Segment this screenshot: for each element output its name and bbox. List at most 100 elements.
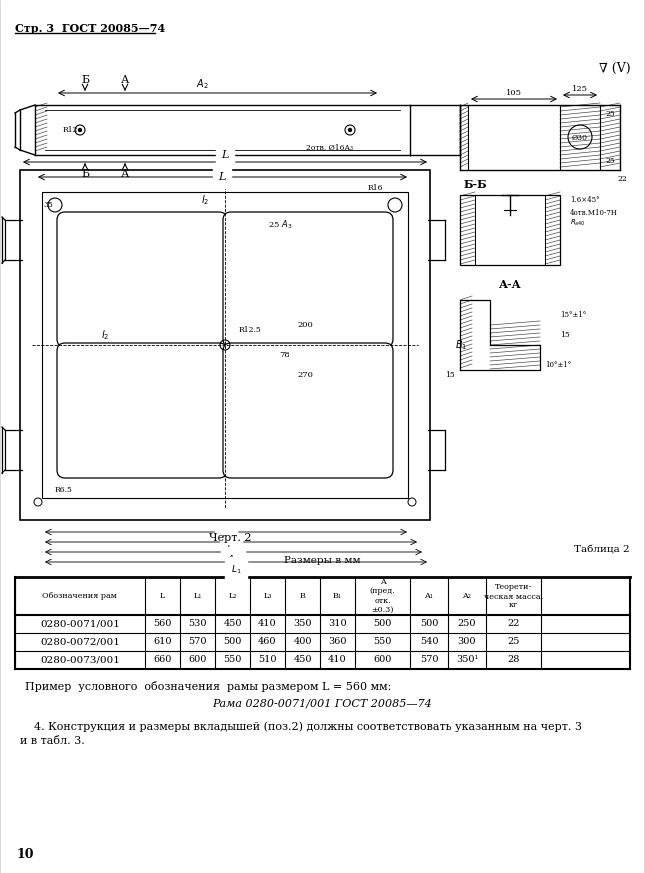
Text: 35: 35 — [43, 201, 53, 209]
Text: 410: 410 — [328, 656, 347, 664]
Text: Рама 0280-0071/001 ГОСТ 20085—74: Рама 0280-0071/001 ГОСТ 20085—74 — [212, 698, 432, 708]
Text: 350: 350 — [293, 620, 312, 629]
Text: 530: 530 — [188, 620, 207, 629]
Text: 300: 300 — [458, 637, 476, 647]
Text: L: L — [218, 172, 226, 182]
Text: R16: R16 — [367, 184, 382, 192]
Text: Б: Б — [81, 169, 89, 179]
Text: $B_1$: $B_1$ — [455, 338, 467, 352]
Text: L: L — [221, 150, 229, 160]
Text: 0280-0071/001: 0280-0071/001 — [40, 620, 120, 629]
Text: 25 $A_3$: 25 $A_3$ — [268, 219, 292, 231]
Text: 500: 500 — [420, 620, 438, 629]
Text: 22: 22 — [617, 175, 627, 183]
Text: 28: 28 — [508, 656, 520, 664]
Text: L: L — [160, 592, 165, 600]
Bar — [460, 195, 560, 265]
Text: 660: 660 — [154, 656, 172, 664]
Text: $l_2$: $l_2$ — [101, 328, 109, 342]
Text: $L_1$: $L_1$ — [231, 563, 241, 575]
Text: 10: 10 — [16, 849, 34, 862]
Text: 550: 550 — [223, 656, 242, 664]
Text: 25: 25 — [605, 110, 615, 118]
Text: 22: 22 — [507, 620, 520, 629]
FancyBboxPatch shape — [223, 212, 393, 347]
Text: $A_2$: $A_2$ — [195, 77, 208, 91]
Text: $L_3$: $L_3$ — [226, 543, 236, 555]
FancyBboxPatch shape — [57, 212, 227, 347]
Text: B₁: B₁ — [333, 592, 342, 600]
Text: 4. Конструкция и размеры вкладышей (поз.2) должны соответствовать указанным на ч: 4. Конструкция и размеры вкладышей (поз.… — [20, 722, 582, 732]
Text: Теорети-
ческая масса,
кг: Теорети- ческая масса, кг — [484, 583, 543, 609]
Text: и в табл. 3.: и в табл. 3. — [20, 736, 84, 746]
Text: 510: 510 — [258, 656, 277, 664]
Text: 570: 570 — [188, 637, 207, 647]
Text: А: А — [121, 75, 129, 85]
Text: 550: 550 — [373, 637, 392, 647]
Text: 10°±1°: 10°±1° — [545, 361, 571, 369]
Text: 2отв. Ø16A₃: 2отв. Ø16A₃ — [306, 144, 353, 152]
Text: 1.6×45°: 1.6×45° — [570, 196, 600, 204]
Text: 310: 310 — [328, 620, 347, 629]
Text: 540: 540 — [420, 637, 438, 647]
Text: 450: 450 — [223, 620, 242, 629]
Circle shape — [79, 128, 81, 132]
Text: 360: 360 — [328, 637, 347, 647]
Text: 600: 600 — [188, 656, 206, 664]
Text: Б: Б — [81, 75, 89, 85]
Text: 450: 450 — [293, 656, 312, 664]
Text: 15°±1°: 15°±1° — [560, 311, 586, 319]
Text: L₂: L₂ — [228, 592, 237, 600]
Text: 400: 400 — [293, 637, 312, 647]
Text: Обозначения рам: Обозначения рам — [43, 592, 117, 600]
Text: R12.5: R12.5 — [239, 326, 261, 334]
Text: 200: 200 — [297, 321, 313, 329]
Text: 410: 410 — [258, 620, 277, 629]
Text: ∇ (V): ∇ (V) — [599, 61, 631, 74]
Text: $R_{a40}$: $R_{a40}$ — [570, 218, 586, 228]
Text: Пример  условного  обозначения  рамы размером L = 560 мм:: Пример условного обозначения рамы размер… — [25, 682, 392, 692]
Text: A
(пред.
отк.
±0.3): A (пред. отк. ±0.3) — [370, 578, 395, 614]
Text: А-А: А-А — [499, 279, 521, 291]
Text: Стр. 3  ГОСТ 20085—74: Стр. 3 ГОСТ 20085—74 — [15, 23, 165, 33]
Circle shape — [348, 128, 352, 132]
Text: 610: 610 — [154, 637, 172, 647]
Text: A₂: A₂ — [462, 592, 471, 600]
Text: 270: 270 — [297, 371, 313, 379]
Text: $L_2$: $L_2$ — [221, 533, 231, 546]
Text: 350¹: 350¹ — [456, 656, 478, 664]
Text: 15: 15 — [445, 371, 455, 379]
Text: 600: 600 — [373, 656, 392, 664]
Text: А: А — [121, 169, 129, 179]
Text: 250: 250 — [458, 620, 476, 629]
Text: Черт. 2: Черт. 2 — [209, 533, 252, 543]
Text: 4отв.M10-7H: 4отв.M10-7H — [570, 209, 618, 217]
Text: 0280-0073/001: 0280-0073/001 — [40, 656, 120, 664]
Text: L₁: L₁ — [194, 592, 202, 600]
Text: $l_2$: $l_2$ — [201, 193, 209, 207]
Text: 125: 125 — [572, 85, 588, 93]
Text: 25: 25 — [605, 157, 615, 165]
Text: $A_1$: $A_1$ — [227, 553, 239, 566]
FancyBboxPatch shape — [223, 343, 393, 478]
Text: Размеры в мм: Размеры в мм — [284, 556, 361, 565]
Text: B: B — [299, 592, 306, 600]
Bar — [20, 170, 430, 520]
Text: Б-Б: Б-Б — [463, 180, 487, 190]
Text: 15: 15 — [560, 331, 570, 339]
Text: Таблица 2: Таблица 2 — [575, 546, 630, 555]
Text: 500: 500 — [373, 620, 392, 629]
Text: R12: R12 — [63, 126, 78, 134]
Text: 25: 25 — [508, 637, 520, 647]
Text: 78: 78 — [280, 351, 290, 359]
Text: A₁: A₁ — [424, 592, 433, 600]
Text: 560: 560 — [154, 620, 172, 629]
Text: 570: 570 — [420, 656, 438, 664]
FancyBboxPatch shape — [57, 343, 227, 478]
Text: 500: 500 — [223, 637, 242, 647]
Text: 460: 460 — [258, 637, 277, 647]
Text: 105: 105 — [506, 89, 522, 97]
Text: 0280-0072/001: 0280-0072/001 — [40, 637, 120, 647]
Text: L₃: L₃ — [263, 592, 272, 600]
Text: R6.5: R6.5 — [55, 486, 73, 494]
